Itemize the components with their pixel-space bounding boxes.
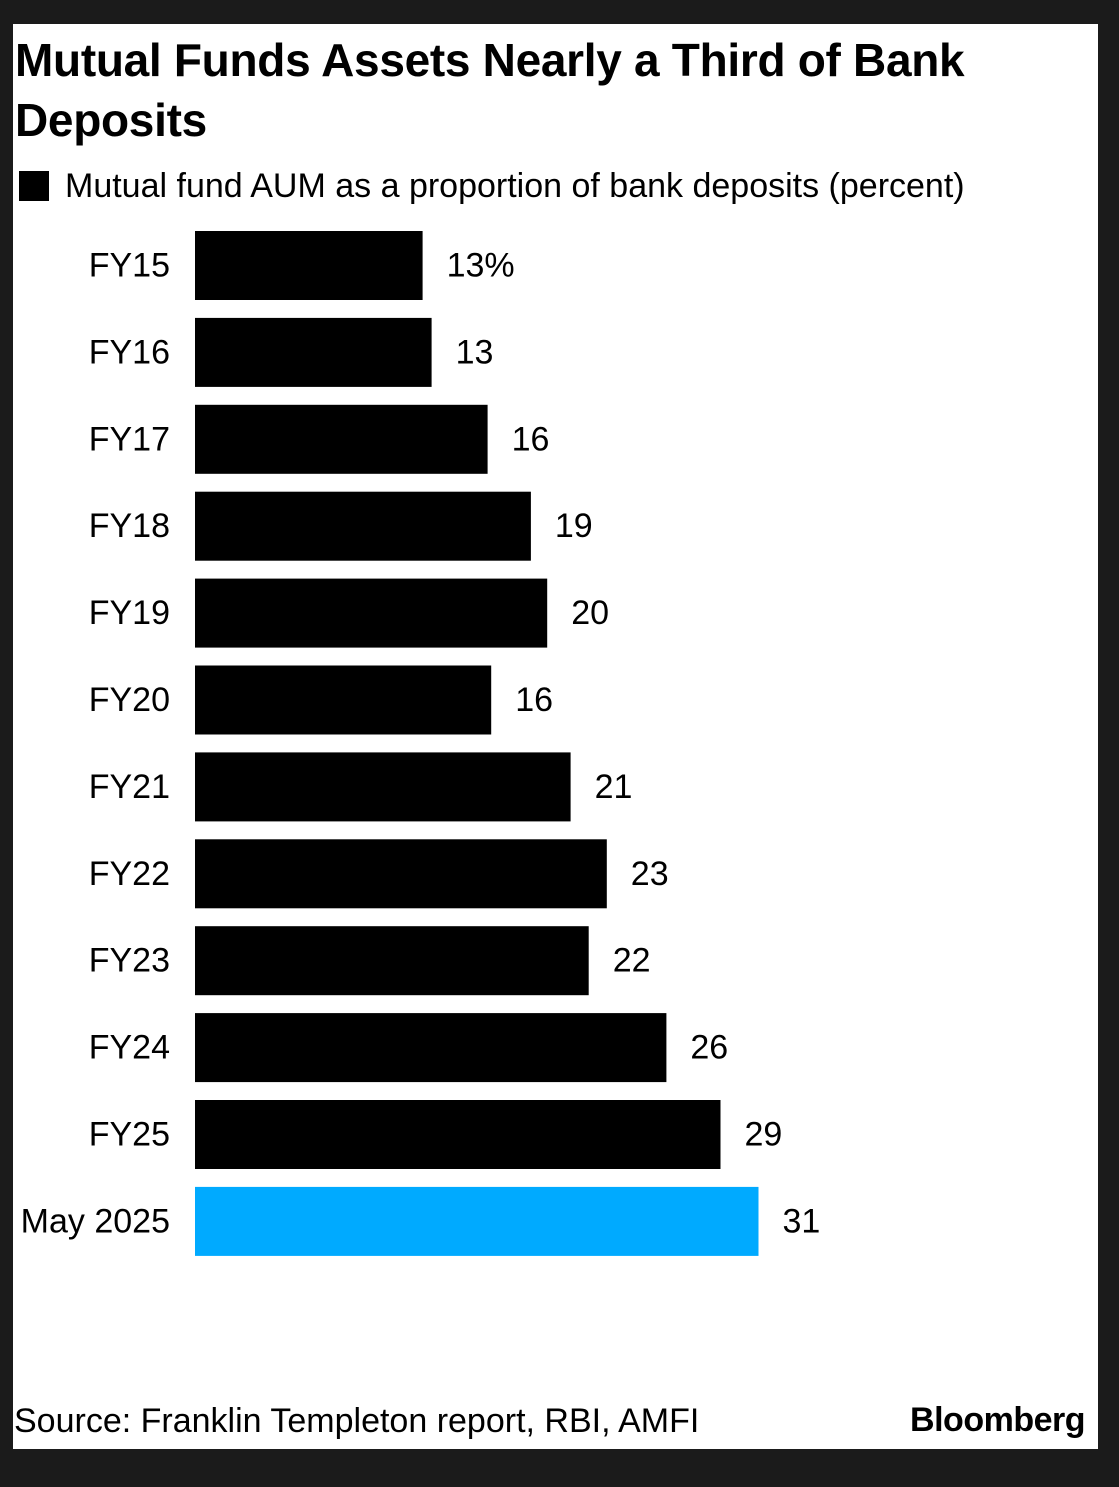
category-label: FY21 — [89, 768, 170, 806]
bar — [195, 752, 571, 822]
value-label: 19 — [555, 507, 593, 545]
category-label: FY18 — [89, 507, 170, 545]
category-label: FY24 — [89, 1029, 170, 1067]
value-label: 31 — [783, 1202, 821, 1240]
bar — [195, 404, 488, 474]
bar-chart: FY15 13% FY16 13 FY17 16 FY18 19 FY19 20 FY20 16 FY2… — [21, 231, 821, 1256]
category-label: FY16 — [89, 333, 170, 371]
value-label: 22 — [613, 942, 651, 980]
value-label: 26 — [690, 1029, 728, 1067]
category-label: FY20 — [89, 681, 170, 719]
bar — [195, 491, 531, 561]
bar — [195, 665, 492, 735]
source-note: Source: Franklin Templeton report, RBI, … — [14, 1402, 700, 1440]
value-label: 29 — [745, 1116, 783, 1154]
bar — [195, 839, 607, 909]
value-label: 21 — [595, 768, 633, 806]
value-label: 13% — [447, 247, 515, 285]
legend: Mutual fund AUM as a proportion of bank … — [19, 164, 965, 208]
bar — [195, 317, 432, 387]
bar — [195, 1100, 721, 1169]
category-label: FY22 — [89, 855, 170, 893]
bar — [195, 1186, 759, 1256]
value-label: 16 — [515, 681, 553, 719]
bar — [195, 1013, 667, 1083]
value-label: 16 — [512, 420, 550, 458]
category-label: May 2025 — [21, 1202, 170, 1240]
category-label: FY15 — [89, 247, 170, 285]
bloomberg-logo: Bloomberg — [910, 1401, 1085, 1439]
category-label: FY19 — [89, 594, 170, 632]
bar — [195, 231, 423, 300]
category-label: FY23 — [89, 942, 170, 980]
value-label: 13 — [456, 333, 494, 371]
legend-swatch — [19, 171, 49, 201]
bar — [195, 578, 548, 648]
value-label: 20 — [571, 594, 609, 632]
chart-card: Mutual Funds Assets Nearly a Third of Ba… — [13, 24, 1098, 1449]
category-label: FY17 — [89, 420, 170, 458]
category-label: FY25 — [89, 1116, 170, 1154]
chart-title: Mutual Funds Assets Nearly a Third of Ba… — [15, 34, 965, 146]
legend-label: Mutual fund AUM as a proportion of bank … — [65, 166, 965, 205]
bar — [195, 926, 589, 996]
value-label: 23 — [631, 855, 669, 893]
